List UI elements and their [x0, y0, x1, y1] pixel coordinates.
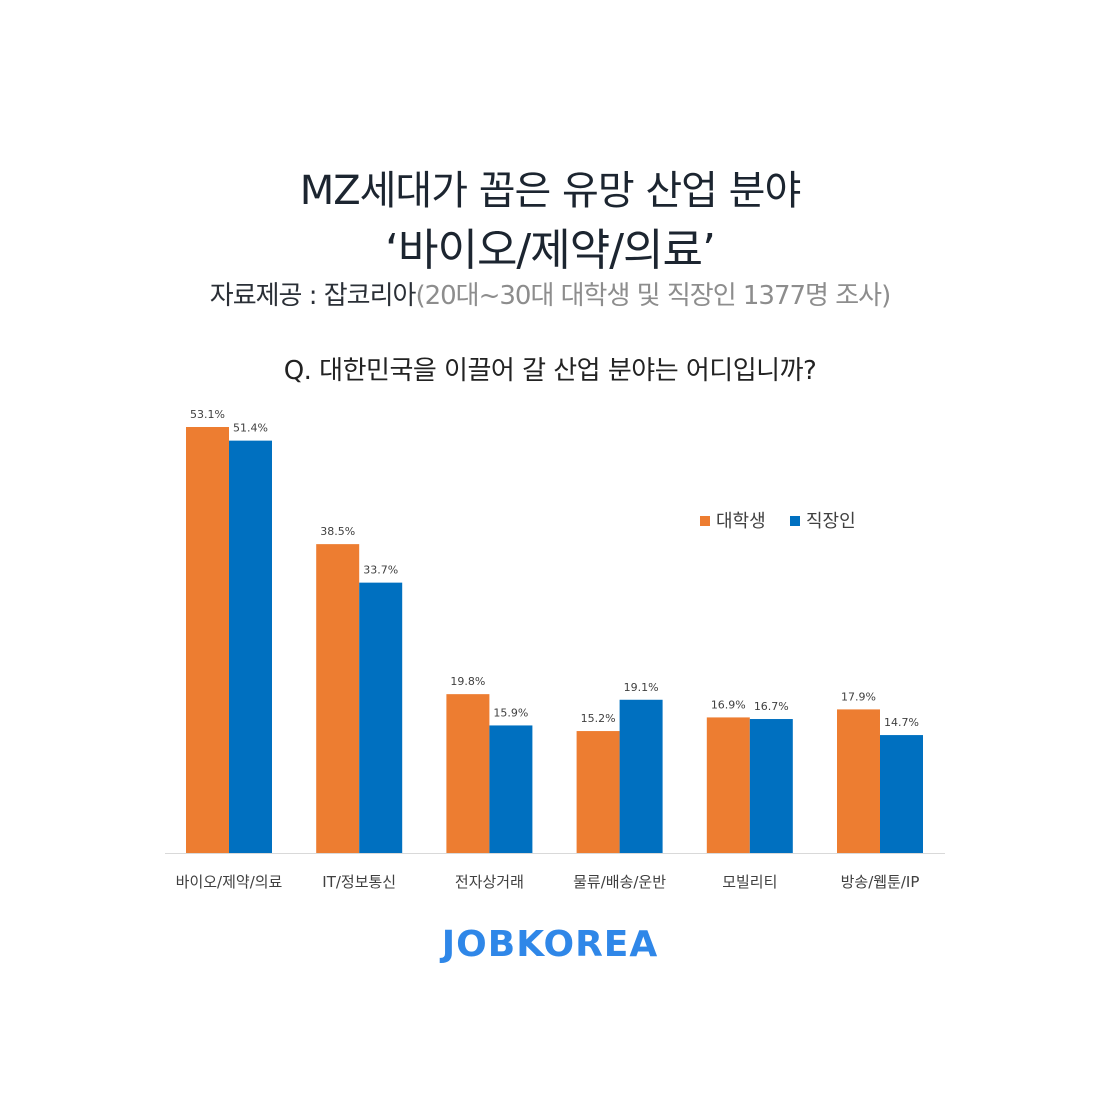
- data-label: 51.4%: [233, 422, 268, 435]
- bar: [316, 544, 360, 853]
- x-tick-label: 모빌리티: [722, 873, 777, 891]
- data-label: 15.9%: [493, 706, 528, 719]
- bar: [706, 717, 750, 853]
- bar: [880, 735, 923, 853]
- source-label: 자료제공 : 잡코리아: [209, 281, 417, 311]
- bar: [489, 725, 533, 853]
- source-detail: (20대~30대 대학생 및 직장인 1377명 조사): [415, 281, 891, 311]
- bar: [446, 694, 490, 853]
- chart-title-line1: MZ세대가 꼽은 유망 산업 분야: [299, 168, 802, 214]
- x-tick-label: 물류/배송/운반: [573, 873, 666, 891]
- data-label: 14.7%: [884, 716, 919, 729]
- data-label: 16.9%: [711, 698, 746, 711]
- source-note: 자료제공 : 잡코리아(20대~30대 대학생 및 직장인 1377명 조사): [0, 275, 1100, 312]
- bar: [229, 440, 272, 853]
- chart-title-line2: ‘바이오/제약/의료’: [385, 225, 716, 276]
- data-label: 15.2%: [581, 712, 616, 725]
- survey-question: Q. 대한민국을 이끌어 갈 산업 분야는 어디입니까?: [283, 356, 817, 386]
- bar: [359, 582, 403, 853]
- legend-swatch: [790, 516, 800, 526]
- x-tick-label: 바이오/제약/의료: [176, 873, 283, 891]
- legend-label: 직장인: [806, 511, 856, 532]
- legend-swatch: [700, 516, 710, 526]
- data-label: 53.1%: [190, 408, 225, 421]
- data-label: 17.9%: [841, 690, 876, 703]
- data-label: 38.5%: [320, 525, 355, 538]
- legend-label: 대학생: [716, 511, 766, 532]
- bar: [186, 427, 229, 853]
- bar: [619, 699, 663, 853]
- data-label: 19.1%: [624, 681, 659, 694]
- x-tick-label: IT/정보통신: [322, 873, 396, 891]
- data-label: 33.7%: [363, 564, 398, 577]
- x-tick-label: 전자상거래: [455, 873, 524, 891]
- jobkorea-logo: JOBKOREA: [441, 924, 659, 965]
- x-tick-label: 방송/웹툰/IP: [841, 873, 920, 891]
- data-label: 16.7%: [754, 700, 789, 713]
- bar: [576, 731, 620, 853]
- data-label: 19.8%: [450, 675, 485, 688]
- bar: [749, 719, 793, 853]
- bar: [837, 709, 880, 853]
